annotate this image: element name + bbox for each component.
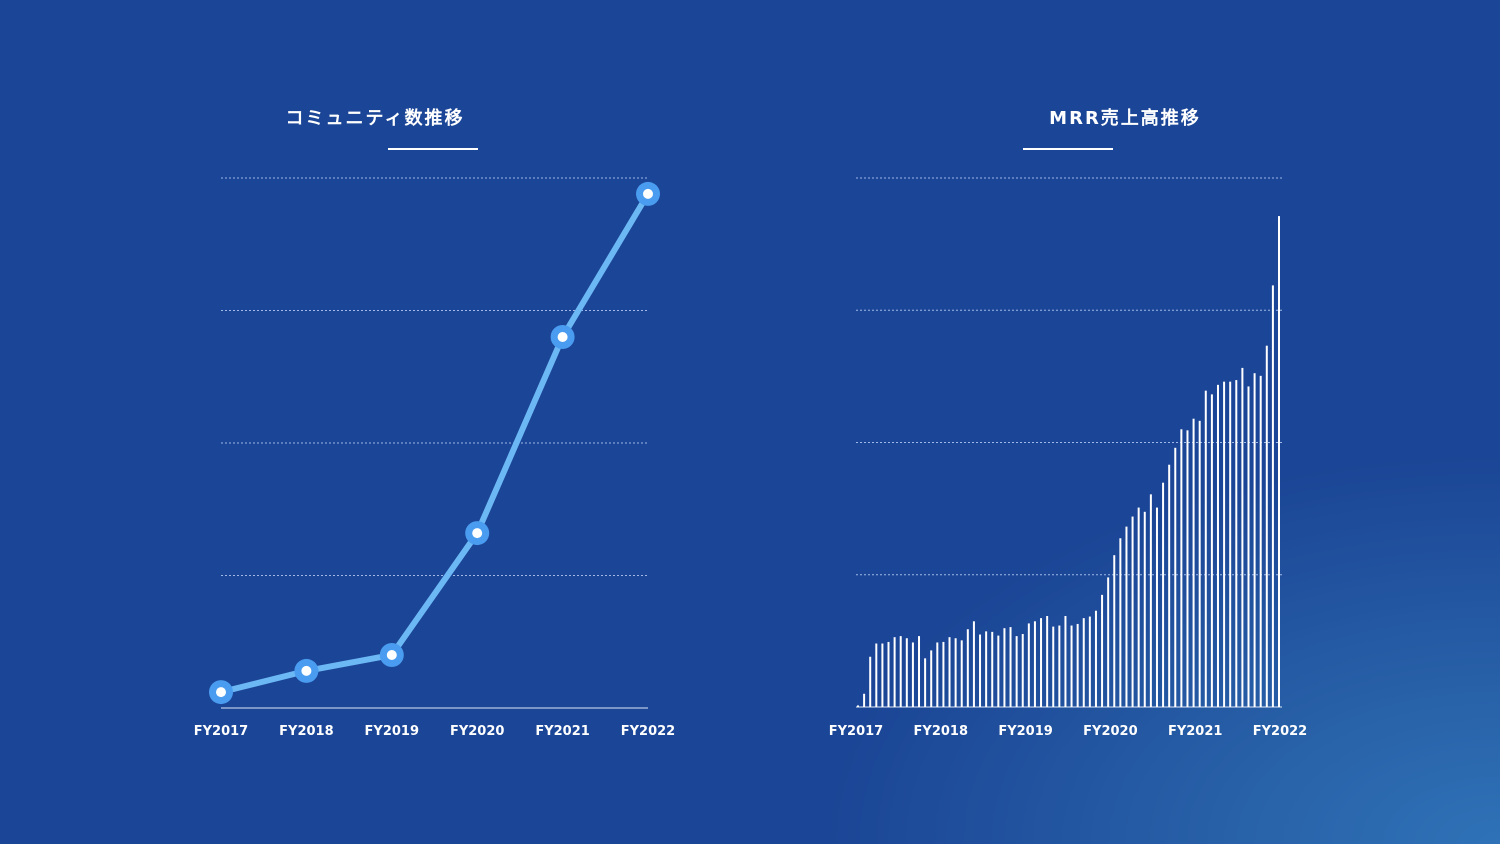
bar [1271, 285, 1274, 707]
bar [1210, 394, 1213, 707]
x-tick-label: FY2020 [450, 724, 504, 739]
data-point [294, 658, 319, 683]
bar [966, 629, 969, 707]
bar [905, 638, 908, 707]
bar [1070, 625, 1073, 707]
data-point [209, 680, 233, 705]
community-line-chart: FY2017 FY2018 FY2019 FY2020 FY2021 FY2022 [194, 177, 675, 739]
bar [1155, 507, 1158, 707]
bar [954, 638, 957, 707]
bar [1278, 216, 1280, 707]
bar [1009, 627, 1012, 707]
bar [1052, 626, 1055, 707]
bar [1076, 623, 1079, 707]
bar [1223, 381, 1226, 707]
bar [991, 631, 994, 707]
x-tick-label: FY2017 [829, 724, 883, 739]
x-tick-label: FY2019 [365, 724, 419, 739]
bar [1119, 538, 1122, 707]
chart-title: MRR売上高推移 [1049, 108, 1201, 129]
bar [1168, 464, 1171, 707]
x-tick-label: FY2021 [535, 724, 589, 739]
bar [936, 642, 939, 707]
bar [1174, 447, 1177, 707]
bar [972, 621, 975, 707]
bar [1180, 429, 1183, 707]
x-tick-label: FY2020 [1083, 724, 1137, 739]
bar [1229, 381, 1232, 707]
bar [1137, 507, 1140, 707]
bar [1125, 526, 1128, 707]
bar [1204, 390, 1207, 707]
bar [1149, 494, 1152, 707]
bar [869, 656, 872, 707]
bar [1162, 482, 1165, 707]
bar [1088, 616, 1091, 707]
bar [948, 637, 951, 707]
bar [918, 636, 921, 707]
bar [1046, 616, 1049, 707]
bar [911, 642, 914, 707]
bar [1253, 373, 1256, 707]
bar [857, 705, 859, 707]
x-tick-label: FY2018 [279, 724, 333, 739]
series-line [218, 190, 651, 696]
bar [979, 634, 982, 707]
bar [1247, 386, 1250, 707]
bar [985, 631, 988, 707]
bar [887, 641, 890, 707]
x-tick-label: FY2017 [194, 724, 248, 739]
bar [1064, 616, 1067, 707]
bar [1143, 511, 1146, 707]
bar [1107, 577, 1110, 707]
chart-title: コミュニティ数推移 [285, 108, 465, 129]
bar [942, 641, 945, 707]
bar [1027, 623, 1030, 707]
bar [1113, 555, 1116, 707]
community-chart-panel: コミュニティ数推移 FY2017 FY2018 FY2019 FY2020 FY2021… [194, 108, 675, 739]
bar [893, 637, 896, 707]
bar [1241, 367, 1244, 707]
data-point [636, 181, 660, 206]
bar [1021, 633, 1024, 707]
bar [1082, 618, 1085, 707]
bar [1265, 345, 1268, 707]
bar [1003, 628, 1006, 707]
title-underline [1023, 148, 1113, 150]
bar [875, 643, 878, 707]
x-tick-label: FY2018 [914, 724, 968, 739]
bar [924, 658, 927, 707]
x-tick-label: FY2022 [621, 724, 675, 739]
x-tick-label: FY2019 [998, 724, 1052, 739]
bar [1192, 418, 1195, 707]
bar [1015, 636, 1018, 707]
bar [863, 693, 866, 707]
x-tick-label: FY2021 [1168, 724, 1222, 739]
bar [881, 643, 884, 707]
data-point [550, 325, 575, 349]
data-point [465, 521, 490, 546]
bar [1040, 618, 1043, 707]
mrr-bar-chart: FY2017 FY2018 FY2019 FY2020 FY2021 FY2022 [829, 177, 1307, 739]
title-underline [388, 148, 478, 150]
bar [960, 640, 963, 707]
bar [1131, 516, 1134, 707]
bar [1094, 610, 1097, 707]
bar [930, 650, 933, 707]
bar [899, 636, 902, 707]
bar [1235, 380, 1238, 707]
bar [1259, 375, 1262, 707]
x-tick-label: FY2022 [1253, 724, 1307, 739]
bar [1033, 621, 1036, 707]
bar [1186, 430, 1189, 707]
mrr-chart-panel: MRR売上高推移 FY2017 FY2018 FY2019 FY2020 FY2021 F… [750, 0, 1500, 844]
data-point [379, 643, 404, 667]
bar [1216, 384, 1219, 707]
bar [997, 635, 1000, 707]
bar [1058, 625, 1061, 707]
bar [1198, 420, 1201, 707]
bar [1101, 594, 1104, 707]
